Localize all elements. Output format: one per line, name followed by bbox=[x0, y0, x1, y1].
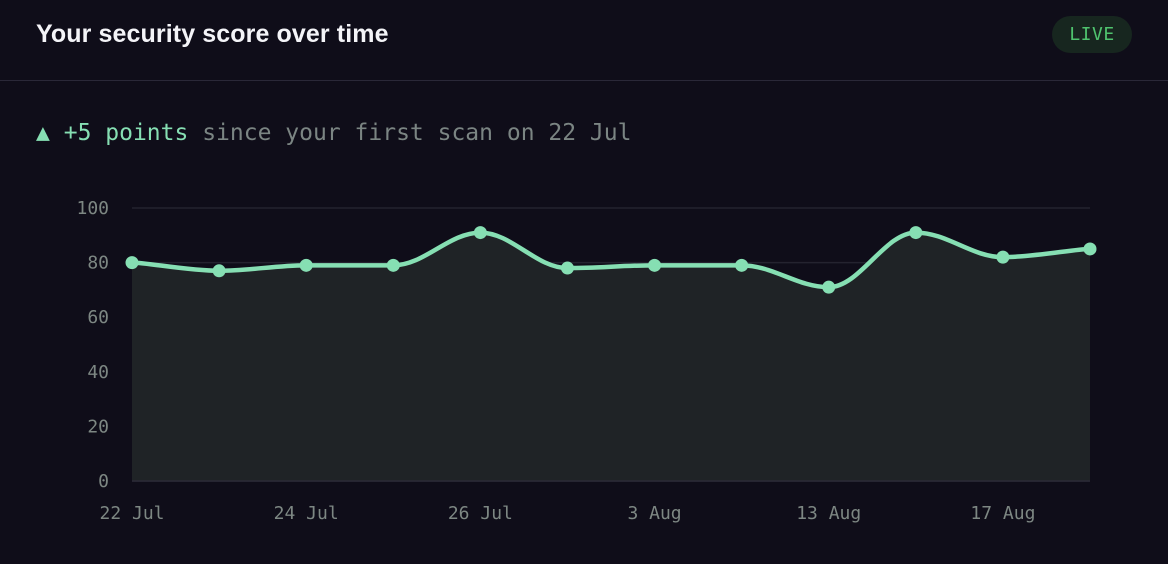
score-point-4 bbox=[473, 226, 487, 240]
x-tick-label-1: 24 Jul bbox=[274, 503, 339, 524]
score-point-7 bbox=[735, 258, 749, 272]
score-point-8 bbox=[822, 280, 836, 294]
live-badge: LIVE bbox=[1052, 16, 1132, 53]
score-point-0 bbox=[125, 256, 139, 270]
y-tick-label-0: 0 bbox=[98, 471, 109, 492]
score-point-2 bbox=[299, 258, 313, 272]
score-point-1 bbox=[212, 264, 226, 278]
card-header: Your security score over time LIVE bbox=[0, 0, 1168, 81]
score-point-5 bbox=[560, 261, 574, 275]
score-point-9 bbox=[909, 226, 923, 240]
score-delta-context: since your first scan on 22 Jul bbox=[202, 120, 632, 146]
card-title: Your security score over time bbox=[36, 20, 389, 48]
y-tick-label-80: 80 bbox=[87, 253, 109, 274]
x-tick-label-0: 22 Jul bbox=[99, 503, 164, 524]
x-tick-label-5: 17 Aug bbox=[970, 503, 1035, 524]
score-point-3 bbox=[386, 258, 400, 272]
x-tick-label-2: 26 Jul bbox=[448, 503, 513, 524]
score-point-11 bbox=[1083, 242, 1097, 256]
score-point-6 bbox=[648, 258, 662, 272]
y-tick-label-100: 100 bbox=[76, 198, 109, 219]
score-delta: +5 points bbox=[63, 120, 189, 146]
y-tick-label-40: 40 bbox=[87, 362, 109, 383]
y-tick-label-20: 20 bbox=[87, 416, 109, 437]
x-tick-label-3: 3 Aug bbox=[627, 503, 681, 524]
x-tick-label-4: 13 Aug bbox=[796, 503, 861, 524]
up-arrow-icon: ▲ bbox=[36, 120, 50, 146]
score-change-summary: ▲ +5 points since your first scan on 22 … bbox=[36, 120, 631, 146]
score-point-10 bbox=[996, 250, 1010, 264]
y-tick-label-60: 60 bbox=[87, 307, 109, 328]
score-area bbox=[132, 232, 1090, 481]
